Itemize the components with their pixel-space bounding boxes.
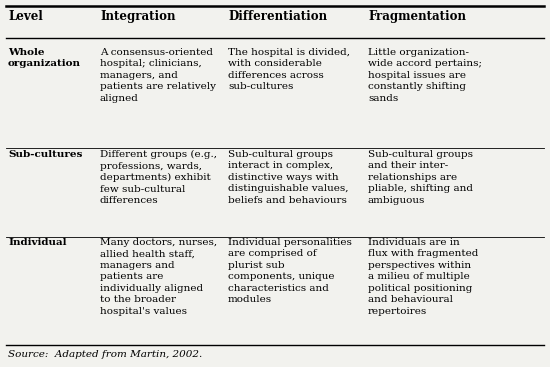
Text: Many doctors, nurses,
allied health staff,
managers and
patients are
individuall: Many doctors, nurses, allied health staf… (100, 238, 217, 316)
Text: Level: Level (8, 10, 43, 23)
Text: Individual: Individual (8, 238, 67, 247)
Text: A consensus-oriented
hospital; clinicians,
managers, and
patients are relatively: A consensus-oriented hospital; clinician… (100, 48, 216, 103)
Text: Integration: Integration (100, 10, 175, 23)
Text: The hospital is divided,
with considerable
differences across
sub-cultures: The hospital is divided, with considerab… (228, 48, 350, 91)
Text: Whole
organization: Whole organization (8, 48, 81, 69)
Text: Source:  Adapted from Martin, 2002.: Source: Adapted from Martin, 2002. (8, 350, 202, 359)
Text: Sub-cultures: Sub-cultures (8, 150, 82, 159)
Text: Individual personalities
are comprised of
plurist sub
components, unique
charact: Individual personalities are comprised o… (228, 238, 352, 304)
Text: Sub-cultural groups
and their inter-
relationships are
pliable, shifting and
amb: Sub-cultural groups and their inter- rel… (368, 150, 473, 205)
Text: Individuals are in
flux with fragmented
perspectives within
a milieu of multiple: Individuals are in flux with fragmented … (368, 238, 478, 316)
Text: Differentiation: Differentiation (228, 10, 327, 23)
Text: Sub-cultural groups
interact in complex,
distinctive ways with
distinguishable v: Sub-cultural groups interact in complex,… (228, 150, 349, 205)
Text: Different groups (e.g.,
professions, wards,
departments) exhibit
few sub-cultura: Different groups (e.g., professions, war… (100, 150, 217, 205)
Text: Fragmentation: Fragmentation (368, 10, 466, 23)
Text: Little organization-
wide accord pertains;
hospital issues are
constantly shifti: Little organization- wide accord pertain… (368, 48, 482, 103)
